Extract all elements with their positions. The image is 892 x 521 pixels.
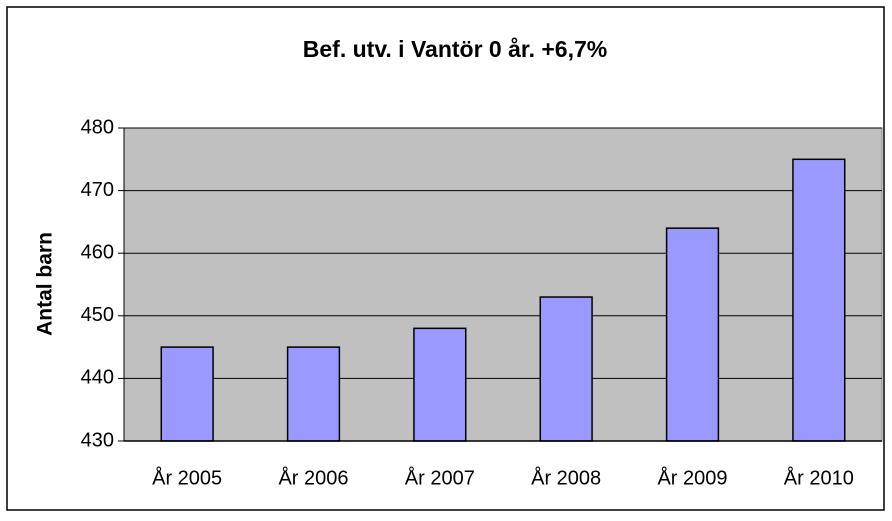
bar xyxy=(792,158,846,442)
chart-title: Bef. utv. i Vantör 0 år. +6,7% xyxy=(303,36,607,62)
y-tick-label: 440 xyxy=(81,367,114,389)
y-tick-label: 430 xyxy=(81,429,114,451)
y-tick-label: 460 xyxy=(81,241,114,263)
x-tick-label: År 2009 xyxy=(657,466,727,489)
y-tick-label: 480 xyxy=(81,116,114,138)
bar xyxy=(413,327,467,442)
bar xyxy=(160,346,214,442)
x-tick-label: År 2005 xyxy=(152,466,222,489)
x-tick-label: År 2008 xyxy=(531,466,601,489)
x-tick-label: År 2006 xyxy=(278,466,348,489)
bar xyxy=(539,296,593,442)
plot-area xyxy=(123,127,883,442)
bar xyxy=(665,227,720,442)
y-tick-label: 470 xyxy=(81,179,114,201)
x-tick-label: År 2007 xyxy=(405,466,475,489)
y-axis-label: Antal barn xyxy=(34,232,57,336)
x-tick-label: År 2010 xyxy=(784,466,854,489)
bar xyxy=(286,346,341,442)
y-tick-label: 450 xyxy=(81,304,114,326)
